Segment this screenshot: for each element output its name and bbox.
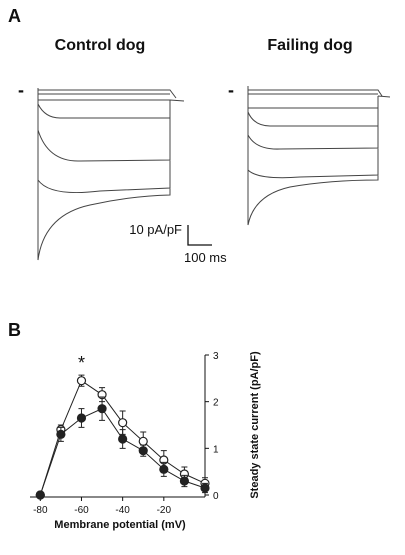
holding-marker: - <box>18 80 24 100</box>
failing-traces <box>247 86 391 226</box>
y-tick-label: 1 <box>213 444 219 455</box>
y-axis-label: Steady state current (pA/pF) <box>249 351 261 499</box>
x-tick-label: -40 <box>115 505 130 516</box>
y-tick-label: 3 <box>213 351 219 362</box>
panel-title: Failing dog <box>267 37 352 54</box>
point <box>76 413 87 423</box>
point <box>200 483 210 493</box>
x-axis-label: Membrane potential (mV) <box>54 519 186 531</box>
y-tick-label: 0 <box>213 491 219 502</box>
panel-title: Control dog <box>55 37 146 54</box>
point <box>159 464 169 474</box>
x-tick-label: -80 <box>33 505 48 516</box>
scale-label: 100 ms <box>184 250 227 265</box>
point <box>97 404 107 414</box>
x-tick-label: -60 <box>74 505 89 516</box>
control-traces <box>37 88 185 261</box>
holding-marker: - <box>228 80 234 100</box>
annotation: * <box>78 353 85 373</box>
point <box>35 490 45 500</box>
plot: -80 -60 -40 -20 0 1 2 3 * <box>30 351 219 516</box>
y-tick-label: 2 <box>213 398 219 409</box>
point <box>138 436 148 446</box>
point <box>118 418 128 428</box>
point <box>179 476 190 486</box>
panel-label: A <box>8 6 21 26</box>
scale-label: 10 pA/pF <box>129 222 182 237</box>
point <box>138 446 148 456</box>
panel-label: B <box>8 320 21 340</box>
point <box>118 434 128 444</box>
point <box>76 376 87 386</box>
x-tick-label: -20 <box>157 505 172 516</box>
scale-bar <box>187 225 212 246</box>
point <box>56 429 66 439</box>
